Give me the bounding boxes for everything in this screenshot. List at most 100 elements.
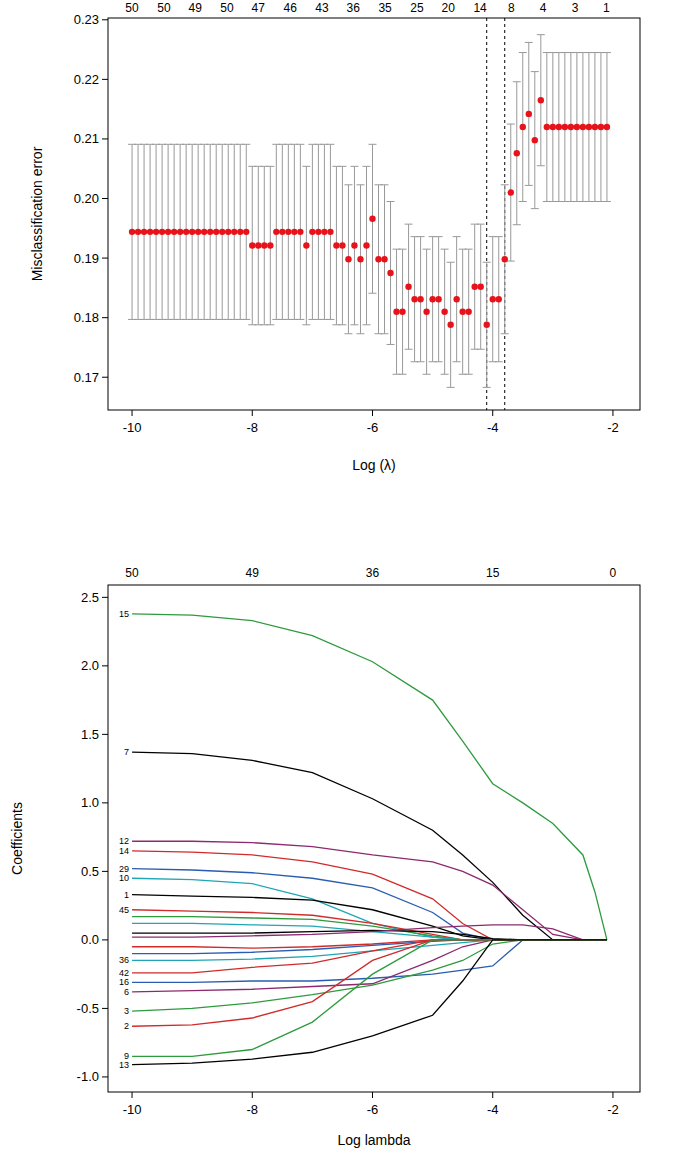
top-axis-label: 1 (603, 1, 610, 15)
point (225, 229, 231, 235)
point (604, 124, 610, 130)
error-bar (344, 185, 352, 334)
error-bar (519, 53, 527, 202)
point (556, 124, 562, 130)
coefficient-path (132, 752, 607, 940)
error-bar-cap (296, 319, 304, 320)
point (369, 216, 375, 222)
error-bar-cap (537, 34, 545, 35)
coefficient-path (132, 895, 607, 940)
error-bar-cap (441, 374, 449, 375)
point (183, 229, 189, 235)
point (526, 111, 532, 117)
error-bar (411, 237, 419, 362)
point (321, 229, 327, 235)
point (574, 124, 580, 130)
error-bar-cap (483, 387, 491, 388)
error-bar (242, 144, 250, 319)
coefficient-path (132, 910, 607, 940)
x-tick-label: -8 (246, 420, 258, 435)
error-bar-cap (423, 374, 431, 375)
y-tick-label: 0.21 (74, 131, 99, 146)
error-bar (164, 144, 172, 319)
error-bar (555, 53, 563, 202)
error-bar (338, 166, 346, 324)
error-bar (417, 237, 425, 362)
plot-area (128, 18, 611, 410)
error-bar (278, 144, 286, 319)
y-tick (102, 19, 108, 20)
point (261, 242, 267, 248)
coefficient-path (132, 923, 607, 939)
error-bar-cap (338, 166, 346, 167)
error-bar-cap (441, 249, 449, 250)
x-tick-label: -8 (246, 1102, 258, 1117)
top-axis-label: 14 (473, 1, 487, 15)
y-tick-label: 0.22 (74, 72, 99, 87)
point (267, 242, 273, 248)
error-bar (236, 144, 244, 319)
point (447, 322, 453, 328)
point (471, 283, 477, 289)
point (279, 229, 285, 235)
error-bar-cap (350, 324, 358, 325)
error-bar-cap (525, 185, 533, 186)
point (291, 229, 297, 235)
point (219, 229, 225, 235)
y-tick-label: 0.23 (74, 12, 99, 27)
figure: -10-8-6-4-20.170.180.190.200.210.220.235… (0, 0, 674, 1155)
point (249, 242, 255, 248)
point (550, 124, 556, 130)
error-bar (134, 144, 142, 319)
x-tick (252, 1092, 253, 1098)
point (465, 309, 471, 315)
error-bar-cap (266, 324, 274, 325)
point (484, 322, 490, 328)
top-axis-label: 50 (220, 1, 234, 15)
plot-frame (108, 18, 640, 410)
point (201, 229, 207, 235)
error-bar-cap (405, 349, 413, 350)
error-bar (447, 262, 455, 387)
point (532, 137, 538, 143)
coefficient-path (132, 869, 607, 940)
point (189, 229, 195, 235)
error-bar (254, 166, 262, 324)
error-bar (212, 144, 220, 319)
series-label: 1 (124, 890, 129, 900)
error-bar (194, 144, 202, 319)
error-bar-cap (399, 374, 407, 375)
error-bar (248, 166, 256, 324)
error-bar-cap (338, 324, 346, 325)
series-label: 12 (119, 836, 129, 846)
y-tick (102, 1008, 108, 1009)
error-bar-cap (537, 165, 545, 166)
y-tick (102, 258, 108, 259)
error-bar (260, 166, 268, 324)
error-bar-cap (525, 42, 533, 43)
error-bar (543, 53, 551, 202)
point (568, 124, 574, 130)
error-bar-cap (387, 344, 395, 345)
error-bar-cap (423, 249, 431, 250)
error-bar-cap (447, 387, 455, 388)
error-bar (525, 42, 533, 185)
x-tick (612, 1092, 613, 1098)
point (231, 229, 237, 235)
error-bar (356, 185, 364, 334)
series-label: 14 (119, 846, 129, 856)
error-bar-cap (417, 361, 425, 362)
error-bar-cap (531, 208, 539, 209)
error-bar-cap (417, 236, 425, 237)
error-bar (387, 201, 395, 344)
error-bar (302, 166, 310, 324)
coefficient-path (132, 940, 607, 1011)
point (435, 296, 441, 302)
y-tick-label: 0.20 (74, 191, 99, 206)
point (423, 309, 429, 315)
y-tick-label: 0.0 (81, 932, 99, 947)
point (538, 97, 544, 103)
coefficient-path (132, 940, 607, 992)
error-bar (471, 224, 479, 349)
error-bar (332, 166, 340, 324)
